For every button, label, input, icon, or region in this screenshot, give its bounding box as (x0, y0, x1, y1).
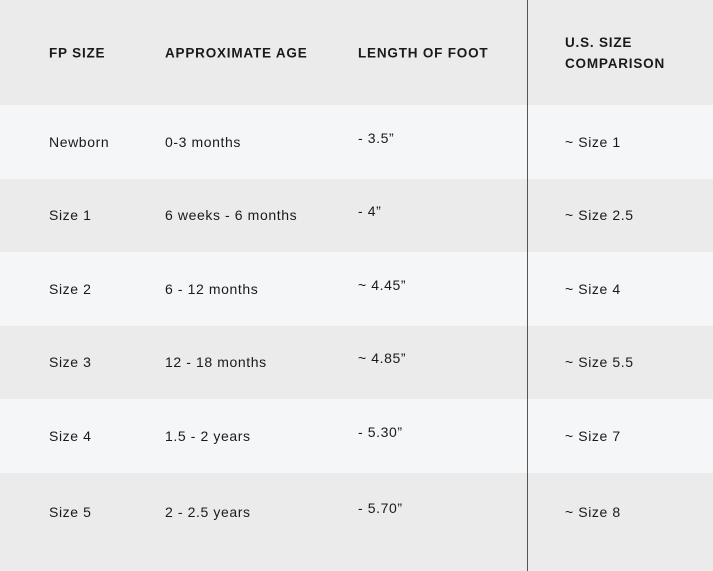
foot-length-cell: - 5.30” (358, 423, 403, 440)
table-row: Newborn 0-3 months - 3.5” ~ Size 1 (0, 105, 713, 179)
table-row: Size 3 12 - 18 months ~ 4.85” ~ Size 5.5 (0, 325, 713, 399)
fp-size-cell: Size 5 (49, 503, 92, 520)
age-cell: 6 - 12 months (165, 280, 259, 297)
us-size-cell: ~ Size 2.5 (565, 207, 634, 224)
age-cell: 2 - 2.5 years (165, 503, 251, 520)
us-size-cell: ~ Size 4 (565, 280, 621, 297)
us-size-cell: ~ Size 5.5 (565, 354, 634, 371)
age-cell: 6 weeks - 6 months (165, 207, 298, 224)
table-row: Size 1 6 weeks - 6 months - 4” ~ Size 2.5 (0, 178, 713, 252)
age-cell: 0-3 months (165, 133, 242, 150)
us-size-cell: ~ Size 8 (565, 503, 621, 520)
us-size-cell: ~ Size 1 (565, 133, 621, 150)
fp-size-cell: Size 1 (49, 207, 92, 224)
header-us-line-1: U.S. SIZE (565, 34, 633, 50)
table-row: Size 5 2 - 2.5 years - 5.70” ~ Size 8 (0, 472, 713, 571)
header-length-of-foot: LENGTH OF FOOT (358, 45, 489, 60)
fp-size-cell: Newborn (49, 133, 110, 150)
foot-length-cell: ~ 4.85” (358, 350, 407, 367)
us-size-cell: ~ Size 7 (565, 427, 621, 444)
table-header: FP SIZE APPROXIMATE AGE LENGTH OF FOOT U… (0, 0, 713, 105)
header-approximate-age: APPROXIMATE AGE (165, 45, 308, 60)
column-divider (527, 0, 528, 571)
age-cell: 1.5 - 2 years (165, 427, 251, 444)
fp-size-cell: Size 4 (49, 427, 92, 444)
age-cell: 12 - 18 months (165, 354, 267, 371)
table-row: Size 2 6 - 12 months ~ 4.45” ~ Size 4 (0, 252, 713, 326)
foot-length-cell: - 5.70” (358, 499, 403, 516)
foot-length-cell: - 3.5” (358, 129, 395, 146)
header-fp-size: FP SIZE (49, 45, 106, 60)
header-us-line-2: COMPARISON (565, 55, 666, 71)
header-us-size-comparison: U.S. SIZE COMPARISON (565, 32, 665, 74)
foot-length-cell: - 4” (358, 203, 382, 220)
table-row: Size 4 1.5 - 2 years - 5.30” ~ Size 7 (0, 399, 713, 473)
fp-size-cell: Size 3 (49, 354, 92, 371)
foot-length-cell: ~ 4.45” (358, 276, 407, 293)
fp-size-cell: Size 2 (49, 280, 92, 297)
